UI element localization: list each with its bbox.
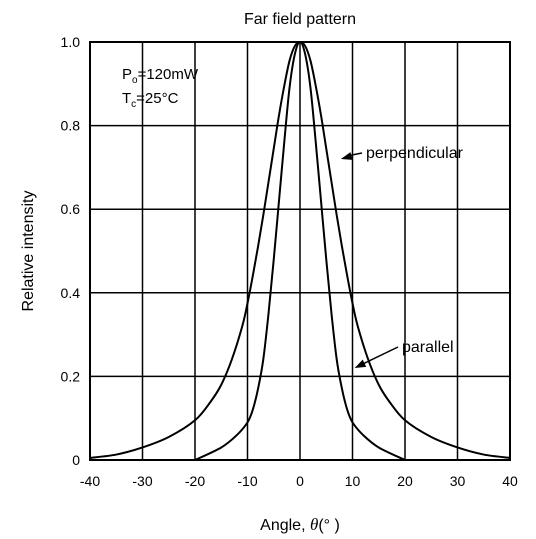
- temperature-condition: Tc=25°C: [122, 90, 179, 110]
- chart-title: Far field pattern: [244, 11, 356, 28]
- y-axis-label: Relative intensity: [20, 191, 37, 312]
- y-tick-label: 0.6: [61, 201, 81, 217]
- x-tick-label: 0: [296, 473, 304, 489]
- grid-lines: [89, 41, 511, 461]
- x-tick-label: -30: [132, 473, 152, 489]
- x-tick-label: 40: [502, 473, 518, 489]
- x-tick-label: 10: [345, 473, 361, 489]
- x-tick-label: 30: [450, 473, 466, 489]
- y-tick-label: 1.0: [61, 34, 81, 50]
- y-tick-label: 0.2: [61, 368, 81, 384]
- annotation-parallel-arrowhead: [354, 359, 367, 369]
- x-tick-label: 20: [397, 473, 413, 489]
- y-tick-label: 0.4: [61, 285, 81, 301]
- annotation-perpendicular-label: perpendicular: [366, 145, 464, 162]
- y-tick-label: 0.8: [61, 118, 81, 134]
- power-condition: Po=120mW: [122, 66, 199, 86]
- plot-frame: [89, 41, 511, 461]
- tick-labels: -40 -30 -20 -10 0 10 20 30 40 0 0.2 0.4 0.6 0.8 1.0: [61, 34, 518, 489]
- x-axis-label: Angle, θ(° ): [260, 515, 340, 534]
- annotations: perpendicular parallel: [340, 145, 464, 369]
- conditions-box: Po=120mW Tc=25°C: [122, 66, 199, 110]
- x-tick-label: -10: [237, 473, 257, 489]
- x-tick-label: -20: [185, 473, 205, 489]
- y-tick-label: 0: [72, 452, 80, 468]
- annotation-perpendicular-arrowhead: [340, 152, 353, 160]
- annotation-parallel-arrow-line: [360, 346, 399, 366]
- annotation-parallel-label: parallel: [402, 339, 454, 356]
- x-tick-label: -40: [80, 473, 100, 489]
